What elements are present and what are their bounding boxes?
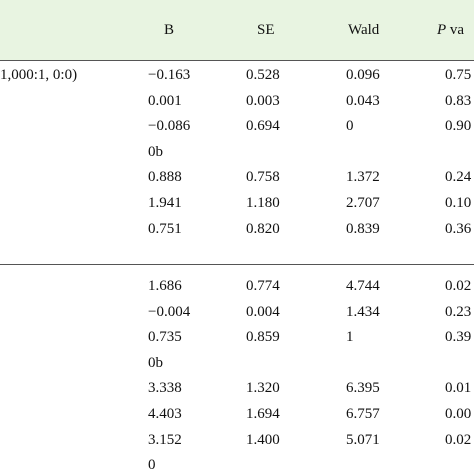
cell: 0.528 xyxy=(246,67,280,83)
cell: 2.707 xyxy=(346,195,380,211)
cell: 0.003 xyxy=(246,92,280,109)
cell: 1.941 xyxy=(148,195,182,211)
header-cell: SE xyxy=(257,22,275,38)
cell: 5.071 xyxy=(346,431,380,448)
cell: 0.888 xyxy=(148,169,182,186)
cell: 0.043 xyxy=(346,92,380,109)
cell: 0.39 xyxy=(445,329,472,346)
cell: 0.00 xyxy=(445,406,472,422)
cell: −0.086 xyxy=(148,118,191,135)
cell: 0.096 xyxy=(346,67,380,83)
header-cell: Wald xyxy=(348,22,380,38)
header-cell: B xyxy=(164,22,175,38)
cell: 0b xyxy=(148,143,163,160)
cell: 0.758 xyxy=(246,169,280,186)
header-row: B SE Wald P va xyxy=(0,0,474,61)
row-label: 1,000:1, 0:0) xyxy=(0,67,78,83)
cell: 0.735 xyxy=(148,329,182,346)
cell: 0.751 xyxy=(148,220,182,237)
cell: 0.774 xyxy=(246,278,280,294)
cell: 1.180 xyxy=(246,195,280,211)
cell: 0.75 xyxy=(445,67,472,83)
cell: 1.694 xyxy=(246,406,280,422)
cell: 4.744 xyxy=(346,278,380,294)
section-rule xyxy=(0,264,474,265)
cell: 0.01 xyxy=(445,380,472,397)
cell: 4.403 xyxy=(148,406,182,422)
cell: 0.90 xyxy=(445,118,472,135)
cell: 0 xyxy=(148,457,156,474)
cell: 1.686 xyxy=(148,278,182,294)
cell: 1 xyxy=(346,329,354,346)
cell: 0.839 xyxy=(346,220,380,237)
cell: 1.320 xyxy=(246,380,280,397)
header-cell: P va xyxy=(437,21,464,39)
cell: 0.36 xyxy=(445,220,472,237)
cell: 1.400 xyxy=(246,431,280,448)
cell: 6.395 xyxy=(346,380,380,397)
cell: 0.10 xyxy=(445,195,472,211)
cell: 0.004 xyxy=(246,303,280,320)
cell: 0.83 xyxy=(445,92,472,109)
cell: 0.859 xyxy=(246,329,280,346)
cell: 0.694 xyxy=(246,118,280,135)
cell: 0 xyxy=(346,118,354,135)
header-text: va xyxy=(449,22,465,38)
cell: 0.02 xyxy=(445,431,472,448)
cell: 3.338 xyxy=(148,380,182,397)
cell: 3.152 xyxy=(148,431,182,448)
cell: 6.757 xyxy=(346,406,380,422)
cell: 0.23 xyxy=(445,303,472,320)
cell: 0.24 xyxy=(445,169,472,186)
cell: 0.02 xyxy=(445,278,472,294)
cell: −0.163 xyxy=(148,67,191,83)
header-italic: P xyxy=(437,22,447,38)
cell: 0b xyxy=(148,354,163,371)
cell: 0.820 xyxy=(246,220,280,237)
cell: 1.372 xyxy=(346,169,380,186)
cell: 1.434 xyxy=(346,303,380,320)
cell: 0.001 xyxy=(148,92,182,109)
cell: −0.004 xyxy=(148,303,191,320)
